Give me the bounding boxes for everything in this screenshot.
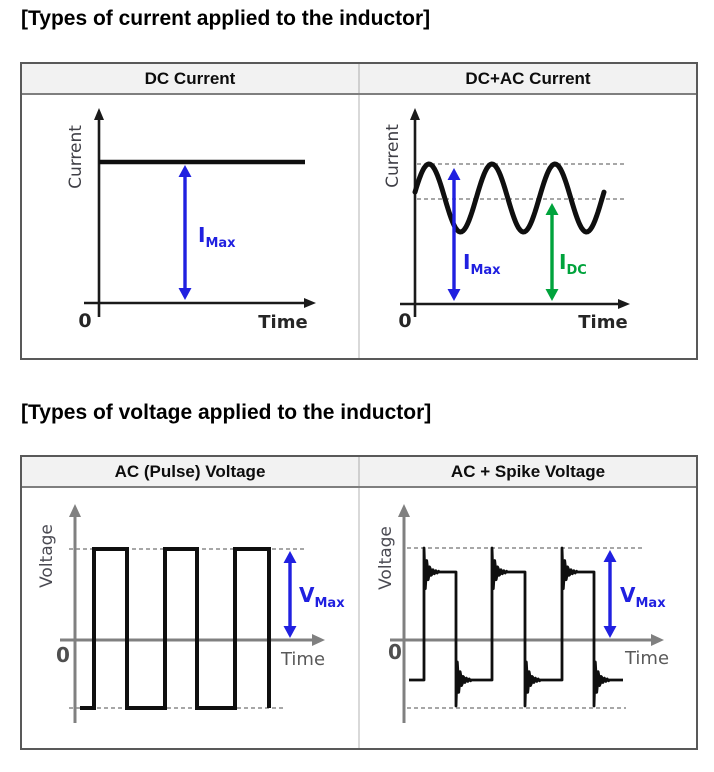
arrow-up-icon [447,168,461,180]
y-axis [398,504,410,723]
header-ac-spike-voltage: AC + Spike Voltage [358,457,696,486]
idc-main: I [559,250,566,274]
x-axis [400,299,630,309]
imax-main: I [198,223,205,247]
voltage-table-header-row: AC (Pulse) Voltage AC + Spike Voltage [22,457,696,488]
idc-annotation: IDC [559,250,587,278]
dc-current-chart: IMax Current 0 Time [66,108,316,333]
arrow-down-icon [447,289,461,301]
header-dc-current: DC Current [144,68,236,88]
imax-sub: Max [470,263,501,278]
square-wave [80,547,271,710]
x-axis-arrowhead-icon [312,634,325,646]
y-axis [69,504,81,723]
x-axis-arrowhead-icon [651,634,664,646]
x-axis-label: Time [280,649,325,670]
vmax-double-arrow [603,550,617,638]
y-axis-label: Voltage [37,524,57,588]
y-axis-label: Current [66,125,86,189]
x-axis-label: Time [578,312,627,333]
current-table-body-row: IMax Current 0 Time [22,95,696,358]
y-axis-arrowhead-icon [94,108,104,120]
current-types-table: DC Current DC+AC Current [20,62,698,360]
vmax-annotation: VMax [299,583,345,611]
y-axis [410,108,420,317]
arrow-up-icon [545,203,559,215]
x-axis-label: Time [258,312,307,333]
origin-label: 0 [398,310,411,332]
sine-wave [412,161,607,235]
arrow-down-icon [283,626,297,638]
square-wave-with-ringing [409,546,623,708]
vmax-double-arrow [283,551,297,638]
x-axis [84,298,316,308]
ac-pulse-voltage-chart-cell: VMax Voltage 0 Time [22,488,358,748]
section-title-current: [Types of current applied to the inducto… [21,7,431,30]
dc-ac-current-chart-cell: IMax IDC Current 0 Time [358,95,696,358]
vmax-annotation: VMax [620,583,666,611]
ac-spike-voltage-chart: VMax Voltage 0 Time [376,504,669,723]
imax-double-arrow [447,168,461,301]
imax-sub: Max [205,236,236,251]
idc-sub: DC [566,263,586,278]
arrow-down-icon [603,626,617,638]
voltage-table-body-row: VMax Voltage 0 Time [22,488,696,748]
origin-label: 0 [388,640,402,664]
vmax-main: V [299,583,315,607]
header-dc-ac-current: DC+AC Current [358,64,696,93]
y-axis-label: Current [383,124,403,188]
voltage-types-table: AC (Pulse) Voltage AC + Spike Voltage [20,455,698,750]
origin-label: 0 [78,310,91,332]
section-title-voltage: [Types of voltage applied to the inducto… [21,401,432,424]
idc-double-arrow [545,203,559,301]
dc-ac-current-chart: IMax IDC Current 0 Time [383,108,630,333]
arrow-up-icon [178,165,192,177]
imax-annotation: IMax [198,223,236,251]
vmax-sub: Max [314,596,345,611]
current-table-header-row: DC Current DC+AC Current [22,64,696,95]
y-axis-label: Voltage [376,526,396,590]
x-axis-label: Time [624,648,669,669]
y-axis-arrowhead-icon [398,504,410,517]
arrow-down-icon [545,289,559,301]
origin-label: 0 [56,643,70,667]
x-axis [60,634,325,646]
ac-pulse-voltage-chart: VMax Voltage 0 Time [37,504,345,723]
arrow-down-icon [178,288,192,300]
vmax-sub: Max [635,596,666,611]
dc-current-chart-cell: IMax Current 0 Time [22,95,358,358]
vmax-main: V [620,583,636,607]
imax-annotation: IMax [463,250,501,278]
x-axis-arrowhead-icon [304,298,316,308]
x-axis-arrowhead-icon [618,299,630,309]
header-ac-pulse-voltage: AC (Pulse) Voltage [114,461,266,481]
y-axis-arrowhead-icon [69,504,81,517]
imax-double-arrow [178,165,192,300]
arrow-up-icon [283,551,297,563]
x-axis [390,634,664,646]
imax-main: I [463,250,470,274]
y-axis-arrowhead-icon [410,108,420,120]
arrow-up-icon [603,550,617,562]
ac-spike-voltage-chart-cell: VMax Voltage 0 Time [358,488,696,748]
y-axis [94,108,104,317]
